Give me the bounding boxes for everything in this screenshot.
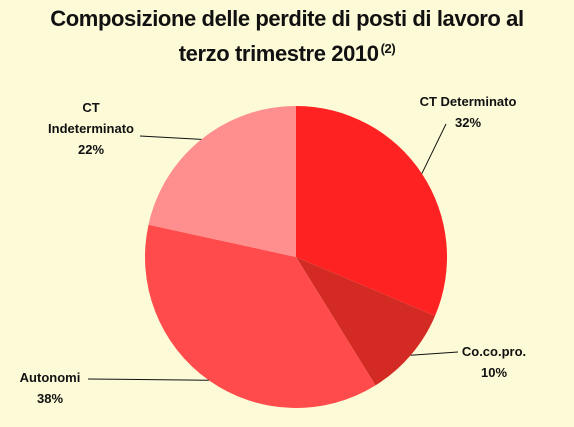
leader-line-3 (139, 135, 202, 140)
pie-slice-1 (296, 257, 436, 386)
slice-label-3: CT Indeterminato 22% (48, 100, 134, 157)
leader-lines-layer (87, 123, 459, 381)
slice-name-label-1: Co.co.pro. (462, 344, 526, 359)
slice-value-label-1: 10% (481, 365, 507, 380)
chart-title-line1: Composizione delle perdite di posti di l… (50, 6, 524, 31)
chart-title-note: (2) (380, 41, 396, 56)
slice-name-label-3: Indeterminato (48, 121, 134, 136)
pie-slice-3 (148, 106, 296, 257)
slice-value-label-0: 32% (455, 115, 481, 130)
slice-name-label-2: Autonomi (20, 370, 81, 385)
leader-line-2 (87, 378, 209, 381)
pie-slice-0 (296, 106, 448, 316)
pie-slice-2 (145, 224, 376, 408)
slices-layer (145, 106, 448, 408)
slice-name-label-0: CT Determinato (420, 94, 517, 109)
labels-layer: CT Determinato 32% Co.co.pro. 10% Autonomi 38… (20, 94, 526, 406)
chart-title: Composizione delle perdite di posti di l… (0, 4, 574, 69)
slice-value-label-3: 22% (78, 142, 104, 157)
slice-name-label-3: CT (82, 100, 99, 115)
leader-line-1 (410, 351, 459, 356)
slice-label-1: Co.co.pro. 10% (462, 344, 526, 380)
slice-label-0: CT Determinato 32% (420, 94, 517, 130)
slice-label-2: Autonomi 38% (20, 370, 81, 406)
chart-title-line2: terzo trimestre 2010 (178, 41, 379, 66)
slice-value-label-2: 38% (37, 391, 63, 406)
leader-line-0 (421, 123, 447, 174)
